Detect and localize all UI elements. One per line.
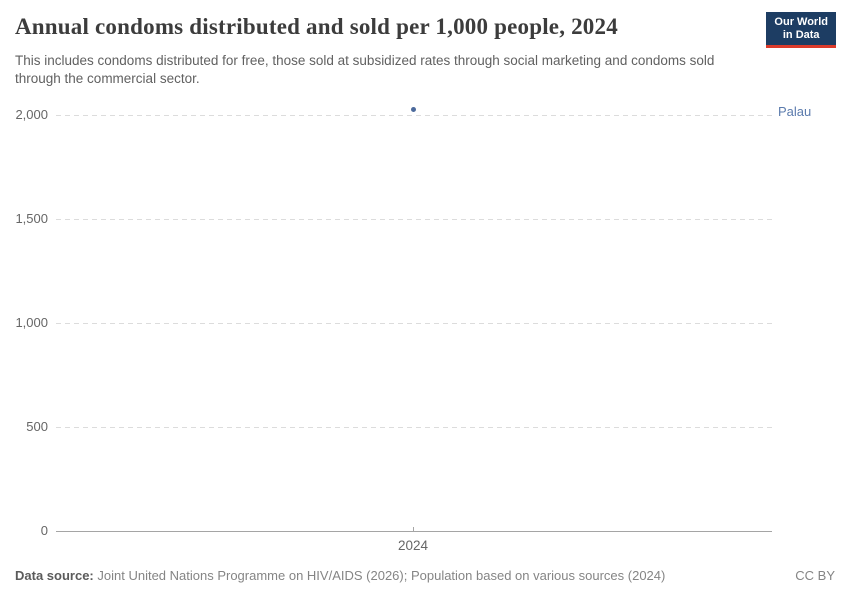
- entity-label-palau[interactable]: Palau: [778, 104, 812, 119]
- y-tick-label: 1,500: [15, 211, 48, 226]
- gridline: [56, 115, 772, 116]
- owid-logo-line2: in Data: [782, 29, 820, 41]
- gridline: [56, 323, 772, 324]
- page-title: Annual condoms distributed and sold per …: [15, 14, 618, 39]
- owid-logo-line1: Our World: [774, 16, 828, 28]
- data-point-palau[interactable]: [411, 107, 416, 112]
- chart-footer: Data source: Joint United Nations Progra…: [15, 568, 835, 583]
- y-tick-label: 500: [26, 419, 48, 434]
- gridline-row-1500: 1,500: [0, 212, 772, 226]
- y-tick-label: 0: [40, 523, 48, 538]
- gridline: [56, 219, 772, 220]
- data-source-text: Data source: Joint United Nations Progra…: [15, 568, 665, 583]
- x-tick-label: 2024: [397, 538, 429, 553]
- owid-logo[interactable]: Our World in Data: [766, 12, 836, 48]
- x-axis-tick: [413, 527, 414, 532]
- data-source-value: Joint United Nations Programme on HIV/AI…: [97, 568, 666, 583]
- gridline-row-1000: 1,000: [0, 316, 772, 330]
- chart-subtitle: This includes condoms distributed for fr…: [15, 53, 715, 86]
- y-tick-label: 1,000: [15, 315, 48, 330]
- y-tick-label: 2,000: [15, 107, 48, 122]
- x-axis-line: [56, 531, 772, 532]
- gridline: [56, 427, 772, 428]
- gridline-row-2000: 2,000: [0, 108, 772, 122]
- license-link[interactable]: CC BY: [795, 568, 835, 583]
- gridline-row-0: 0: [0, 524, 772, 538]
- data-source-label: Data source:: [15, 568, 94, 583]
- gridline-row-500: 500: [0, 420, 772, 434]
